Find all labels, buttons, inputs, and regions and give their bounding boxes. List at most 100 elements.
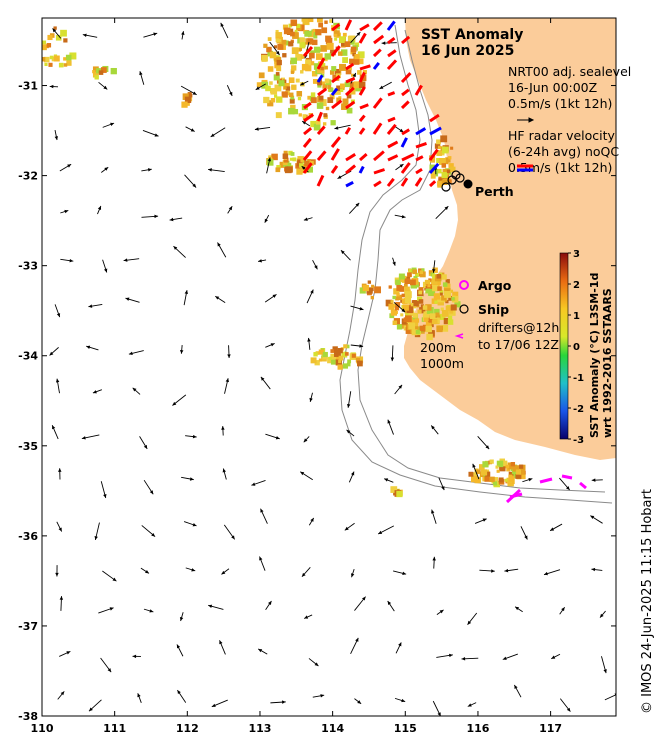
- sst-pixel: [185, 101, 190, 106]
- lon-tick-label: 113: [248, 722, 271, 735]
- velocity-arrow-head: [66, 651, 71, 655]
- sst-pixel: [445, 300, 449, 304]
- map-title-line2: 16 Jun 2025: [421, 43, 514, 59]
- sst-pixel: [452, 291, 459, 298]
- sst-pixel: [296, 91, 303, 97]
- sst-pixel: [301, 42, 306, 47]
- radar-vector: [358, 86, 366, 96]
- sst-pixel: [296, 168, 303, 175]
- sst-pixel: [270, 88, 278, 95]
- radar-vector: [358, 71, 366, 83]
- velocity-arrow-head: [561, 607, 565, 612]
- radar-legend-line2: (6-24h avg) noQC: [508, 144, 619, 159]
- sst-pixel: [291, 85, 295, 89]
- velocity-arrow-head: [260, 508, 264, 513]
- velocity-arrow-head: [260, 376, 265, 381]
- sst-pixel: [288, 23, 293, 28]
- sst-pixel: [441, 309, 449, 317]
- sst-pixel: [94, 75, 99, 80]
- velocity-arrow-head: [184, 290, 189, 295]
- sst-pixel: [350, 40, 355, 45]
- velocity-arrow-head: [444, 206, 449, 211]
- sst-pixel: [269, 51, 277, 59]
- colorbar-tick-label: 0: [573, 342, 580, 353]
- lon-tick-label: 112: [176, 722, 199, 735]
- sst-pixel: [362, 284, 369, 292]
- sst-pixel: [413, 275, 418, 281]
- colorbar-label-line1: SST Anomaly (°C) L3SM-1d: [588, 273, 601, 438]
- radar-vector: [316, 174, 325, 187]
- sst-pixel: [418, 290, 423, 295]
- velocity-arrow-head: [467, 620, 472, 625]
- sst-pixel: [355, 357, 361, 363]
- sst-pixel: [441, 146, 449, 154]
- sst-pixel: [436, 325, 443, 333]
- sst-pixel: [440, 307, 444, 311]
- sst-pixel: [518, 464, 524, 469]
- sst-pixel: [283, 150, 288, 155]
- sst-pixel: [444, 290, 452, 298]
- sst-pixel: [65, 54, 72, 61]
- sst-pixel: [339, 63, 347, 71]
- sst-pixel: [443, 317, 451, 325]
- radar-vector: [373, 180, 382, 188]
- velocity-arrow-head: [515, 606, 520, 611]
- sst-pixel: [345, 352, 349, 356]
- velocity-arrow-head: [67, 164, 72, 168]
- velocity-arrow-head: [191, 568, 196, 572]
- radar-vector: [331, 74, 341, 84]
- velocity-arrow-head: [55, 572, 59, 577]
- sst-pixel: [321, 27, 328, 34]
- radar-vector: [302, 150, 313, 161]
- sst-pixel: [425, 288, 431, 294]
- sst-pixel: [390, 309, 398, 316]
- velocity-arrow-head: [591, 567, 596, 572]
- sst-pixel: [437, 145, 442, 149]
- sst-pixel: [329, 94, 335, 100]
- velocity-arrow-head: [350, 573, 355, 578]
- velocity-arrow-head: [502, 656, 507, 660]
- drifter-tracks: [505, 474, 587, 504]
- radar-vector: [358, 32, 367, 44]
- sst-pixel: [396, 490, 403, 498]
- velocity-arrow-head: [355, 637, 359, 642]
- sst-pixel: [47, 34, 53, 41]
- sst-pixel: [288, 77, 295, 84]
- sst-pixel: [329, 70, 335, 75]
- sst-pixel: [344, 41, 351, 48]
- sst-pixel: [432, 267, 438, 273]
- velocity-arrow-head: [485, 445, 490, 450]
- sst-pixel: [336, 85, 342, 91]
- sst-pixel: [342, 32, 347, 37]
- sst-pixel: [334, 88, 341, 95]
- sst-pixel: [181, 101, 188, 108]
- sst-pixel: [441, 274, 447, 280]
- sst-pixel: [351, 353, 356, 358]
- sst-pixel: [438, 313, 445, 320]
- sst-pixel: [283, 157, 289, 163]
- sst-pixel: [324, 53, 331, 60]
- sst-pixel: [388, 285, 392, 289]
- velocity-arrow-head: [337, 175, 342, 179]
- sst-pixel: [310, 92, 316, 97]
- sst-pixel: [328, 87, 334, 93]
- ship-symbol-icon: [459, 304, 469, 314]
- sst-pixel: [485, 469, 490, 474]
- radar-vector: [345, 164, 357, 175]
- credit-text: © IMOS 24-Jun-2025 11:15 Hobart: [640, 489, 655, 714]
- sst-pixel: [390, 486, 398, 493]
- velocity-arrow-head: [104, 167, 109, 171]
- sst-pixel: [277, 43, 284, 50]
- sst-pixel: [435, 312, 440, 317]
- velocity-arrow-head: [303, 217, 308, 221]
- colorbar-tick-label: -3: [573, 435, 584, 446]
- radar-vector: [386, 123, 397, 135]
- sst-pixel: [316, 102, 324, 109]
- sst-pixel: [265, 85, 271, 92]
- velocity-arrow-head: [307, 337, 311, 342]
- radar-vector: [372, 122, 383, 135]
- velocity-arrow-head: [264, 218, 268, 223]
- radar-vector: [359, 103, 369, 110]
- velocity-arrow-head: [89, 707, 93, 712]
- sst-pixel: [371, 284, 375, 288]
